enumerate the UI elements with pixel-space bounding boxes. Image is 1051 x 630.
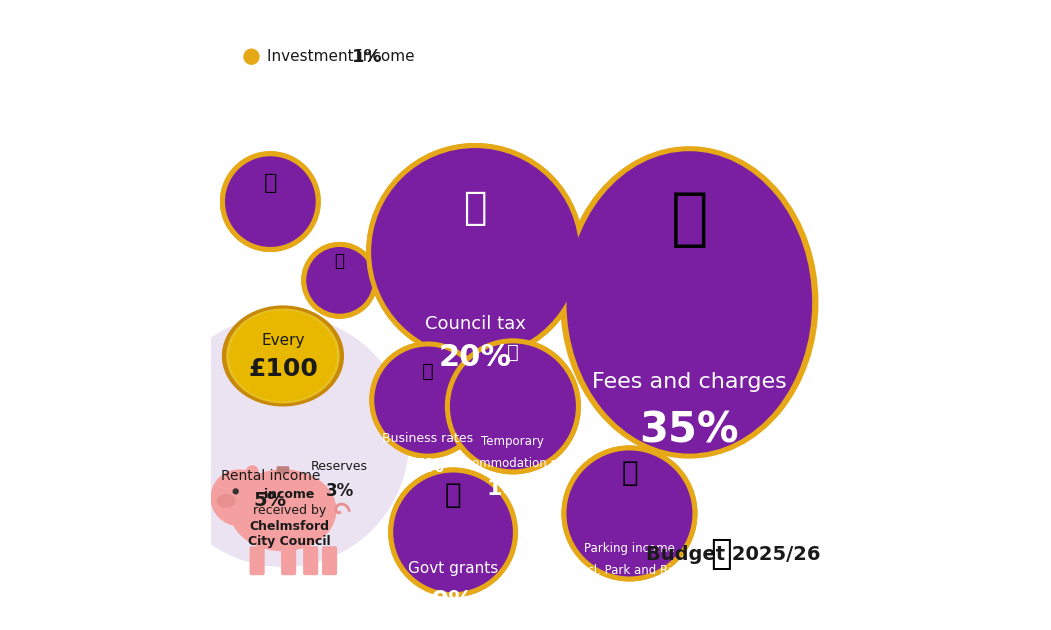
Text: Investment income: Investment income	[267, 49, 415, 64]
Text: 💰: 💰	[671, 190, 708, 251]
Circle shape	[210, 469, 267, 526]
Text: (excl. Park and Ride): (excl. Park and Ride)	[569, 564, 691, 577]
Ellipse shape	[566, 151, 812, 454]
Text: 🚗: 🚗	[621, 459, 638, 486]
Text: 1%: 1%	[352, 48, 383, 66]
Text: 35%: 35%	[639, 410, 739, 452]
Circle shape	[445, 338, 581, 474]
Circle shape	[371, 148, 579, 356]
Text: Chelmsford: Chelmsford	[249, 520, 329, 532]
Text: Budget 2025/26: Budget 2025/26	[646, 545, 821, 564]
Circle shape	[306, 247, 373, 314]
Ellipse shape	[226, 309, 339, 403]
Circle shape	[220, 151, 321, 252]
Circle shape	[302, 242, 378, 319]
Text: 10%: 10%	[602, 589, 656, 609]
Text: 20%: 20%	[438, 343, 512, 372]
Text: 9%: 9%	[432, 589, 474, 613]
Circle shape	[450, 343, 576, 469]
FancyBboxPatch shape	[276, 466, 289, 474]
Ellipse shape	[217, 494, 235, 508]
FancyBboxPatch shape	[281, 546, 296, 575]
Text: Parking income: Parking income	[584, 542, 675, 555]
Text: Council tax: Council tax	[425, 315, 526, 333]
Text: received by: received by	[252, 504, 326, 517]
Ellipse shape	[560, 146, 819, 459]
Circle shape	[566, 450, 693, 576]
Text: 🏢: 🏢	[421, 362, 434, 381]
Text: £100: £100	[248, 357, 317, 381]
Text: 3%: 3%	[326, 482, 354, 500]
Circle shape	[243, 49, 260, 65]
Text: Business rates: Business rates	[383, 432, 473, 445]
Circle shape	[388, 467, 518, 597]
Text: 🔑: 🔑	[507, 343, 519, 362]
Ellipse shape	[244, 465, 259, 483]
FancyBboxPatch shape	[303, 546, 318, 575]
Text: 10%: 10%	[487, 479, 539, 499]
Text: City Council: City Council	[248, 536, 331, 548]
Circle shape	[302, 242, 378, 319]
Circle shape	[220, 151, 321, 252]
Text: Temporary: Temporary	[481, 435, 544, 448]
Circle shape	[157, 315, 409, 567]
Text: 🔒: 🔒	[334, 253, 345, 270]
Text: accommodation rent: accommodation rent	[452, 457, 574, 470]
Text: income: income	[264, 488, 314, 501]
Text: 🪙: 🪙	[710, 537, 731, 571]
Circle shape	[369, 341, 487, 459]
Text: Fees and charges: Fees and charges	[592, 372, 787, 392]
Text: Reserves: Reserves	[311, 460, 368, 473]
Text: 👑: 👑	[445, 481, 461, 508]
Circle shape	[374, 346, 481, 454]
Ellipse shape	[229, 469, 336, 551]
Text: Every: Every	[262, 333, 305, 348]
Text: Rental income: Rental income	[221, 469, 321, 483]
Circle shape	[561, 445, 698, 581]
Circle shape	[369, 341, 487, 459]
FancyBboxPatch shape	[249, 546, 265, 575]
Circle shape	[445, 338, 581, 474]
Circle shape	[388, 467, 518, 597]
Circle shape	[366, 143, 584, 361]
Text: 5%: 5%	[253, 491, 287, 510]
Circle shape	[393, 472, 513, 592]
Text: 🏠: 🏠	[463, 189, 487, 227]
Ellipse shape	[229, 311, 336, 401]
FancyBboxPatch shape	[322, 546, 337, 575]
Circle shape	[366, 143, 584, 361]
Circle shape	[561, 445, 698, 581]
Circle shape	[225, 156, 315, 247]
Text: Govt grants: Govt grants	[408, 561, 498, 576]
Circle shape	[232, 488, 239, 495]
Text: 7%: 7%	[411, 457, 445, 476]
Ellipse shape	[222, 306, 344, 406]
Text: 🔑: 🔑	[264, 173, 277, 193]
